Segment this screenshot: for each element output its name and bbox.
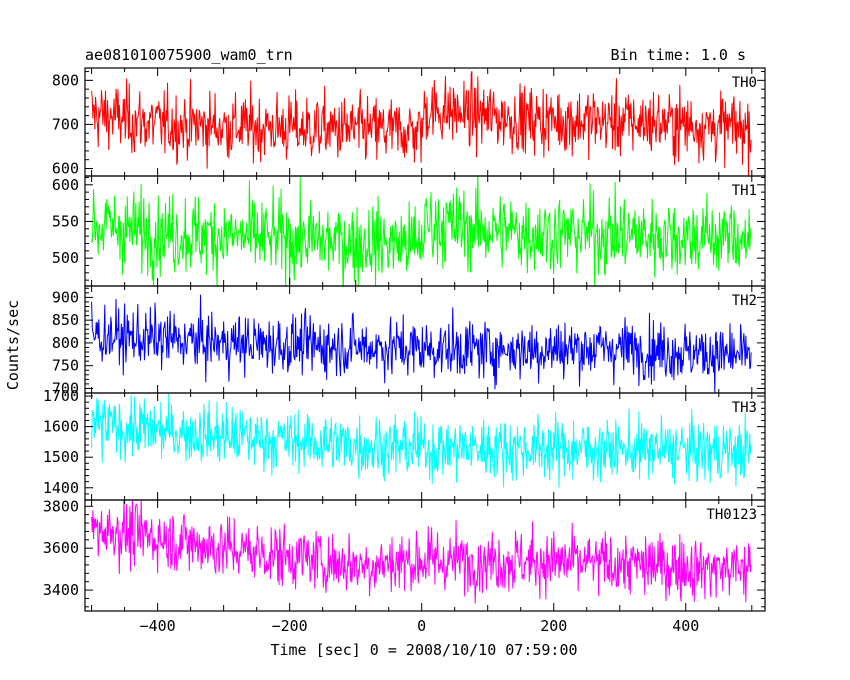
panel-label: TH0123 (706, 507, 757, 523)
panel-label: TH1 (732, 183, 757, 199)
chart-title-left: ae081010075900_wam0_trn (85, 46, 293, 64)
panel-label: TH0 (732, 75, 757, 91)
x-axis-label: Time [sec] 0 = 2008/10/10 07:59:00 (270, 641, 577, 659)
y-tick-label: 3600 (43, 539, 79, 557)
series-th1 (91, 176, 752, 286)
y-tick-label: 600 (52, 160, 79, 178)
series-th0 (91, 70, 752, 176)
panel-frame (84, 499, 766, 612)
y-tick-label: 600 (52, 176, 79, 194)
y-tick-label: 1700 (43, 387, 79, 405)
y-tick-label: 1500 (43, 448, 79, 466)
x-tick-label: 200 (540, 617, 567, 635)
panel-th3: 1400 1500 1600 1700 TH3 (43, 387, 766, 501)
y-tick-label: 550 (52, 212, 79, 230)
panel-th1: 500 550 600 TH1 (52, 175, 766, 287)
series-th2 (91, 294, 752, 393)
x-tick-label: 400 (672, 617, 699, 635)
y-tick-label: 850 (52, 311, 79, 329)
y-tick-label: 3800 (43, 497, 79, 515)
y-tick-label: 700 (52, 379, 79, 397)
y-tick-label: 1600 (43, 418, 79, 436)
x-axis: −400 −200 0 200 400 (140, 617, 700, 635)
x-tick-label: −400 (140, 617, 176, 635)
panel-th2: 700 750 800 850 900 TH2 (52, 285, 766, 397)
y-tick-label: 750 (52, 357, 79, 375)
x-tick-label: −200 (272, 617, 308, 635)
series-th3 (91, 393, 752, 488)
chart-title-right: Bin time: 1.0 s (611, 46, 746, 64)
y-tick-label: 800 (52, 71, 79, 89)
y-tick-label: 700 (52, 115, 79, 133)
y-tick-label: 3400 (43, 581, 79, 599)
x-tick-label: 0 (417, 617, 426, 635)
series-th0123 (91, 500, 752, 604)
panel-label: TH3 (732, 400, 757, 416)
panel-th0123: 3400 3600 3800 TH0123 (43, 497, 766, 612)
panel-label: TH2 (732, 293, 757, 309)
y-tick-label: 1400 (43, 479, 79, 497)
panels-group: 600 700 800 TH0 500 550 600 TH1 700 750 800 850 900 T… (43, 67, 766, 612)
y-axis-label: Counts/sec (4, 300, 22, 390)
panel-th0: 600 700 800 TH0 (52, 67, 766, 178)
y-tick-label: 900 (52, 288, 79, 306)
y-tick-label: 500 (52, 249, 79, 267)
y-tick-label: 800 (52, 334, 79, 352)
